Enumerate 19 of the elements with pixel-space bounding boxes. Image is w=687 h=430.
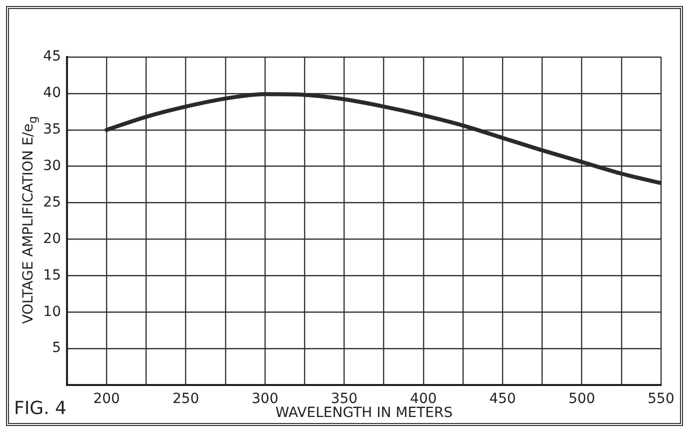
caption: FIG. 4 — [14, 398, 67, 419]
x-tick-label: 500 — [568, 391, 596, 408]
y-tick-label: 45 — [43, 48, 61, 65]
y-tick-label: 20 — [43, 230, 61, 247]
y-tick-label: 15 — [43, 267, 61, 284]
y-tick-label: 5 — [52, 340, 61, 356]
x-tick-label: 450 — [489, 391, 516, 408]
x-tick-label: 550 — [648, 391, 674, 408]
y-tick-label: 10 — [43, 304, 61, 320]
x-tick-label: 350 — [330, 391, 358, 408]
x-tick-label: 300 — [252, 391, 278, 408]
x-tick-label: 250 — [172, 391, 200, 408]
y-tick-label: 35 — [43, 122, 61, 138]
x-axis-title: WAVELENGTH IN METERS — [275, 405, 453, 422]
x-tick-label: 200 — [93, 391, 120, 408]
y-tick-label: 30 — [43, 158, 61, 174]
y-tick-label: 40 — [43, 85, 61, 102]
x-tick-label: 400 — [410, 391, 437, 408]
y-tick-label: 25 — [43, 194, 61, 210]
